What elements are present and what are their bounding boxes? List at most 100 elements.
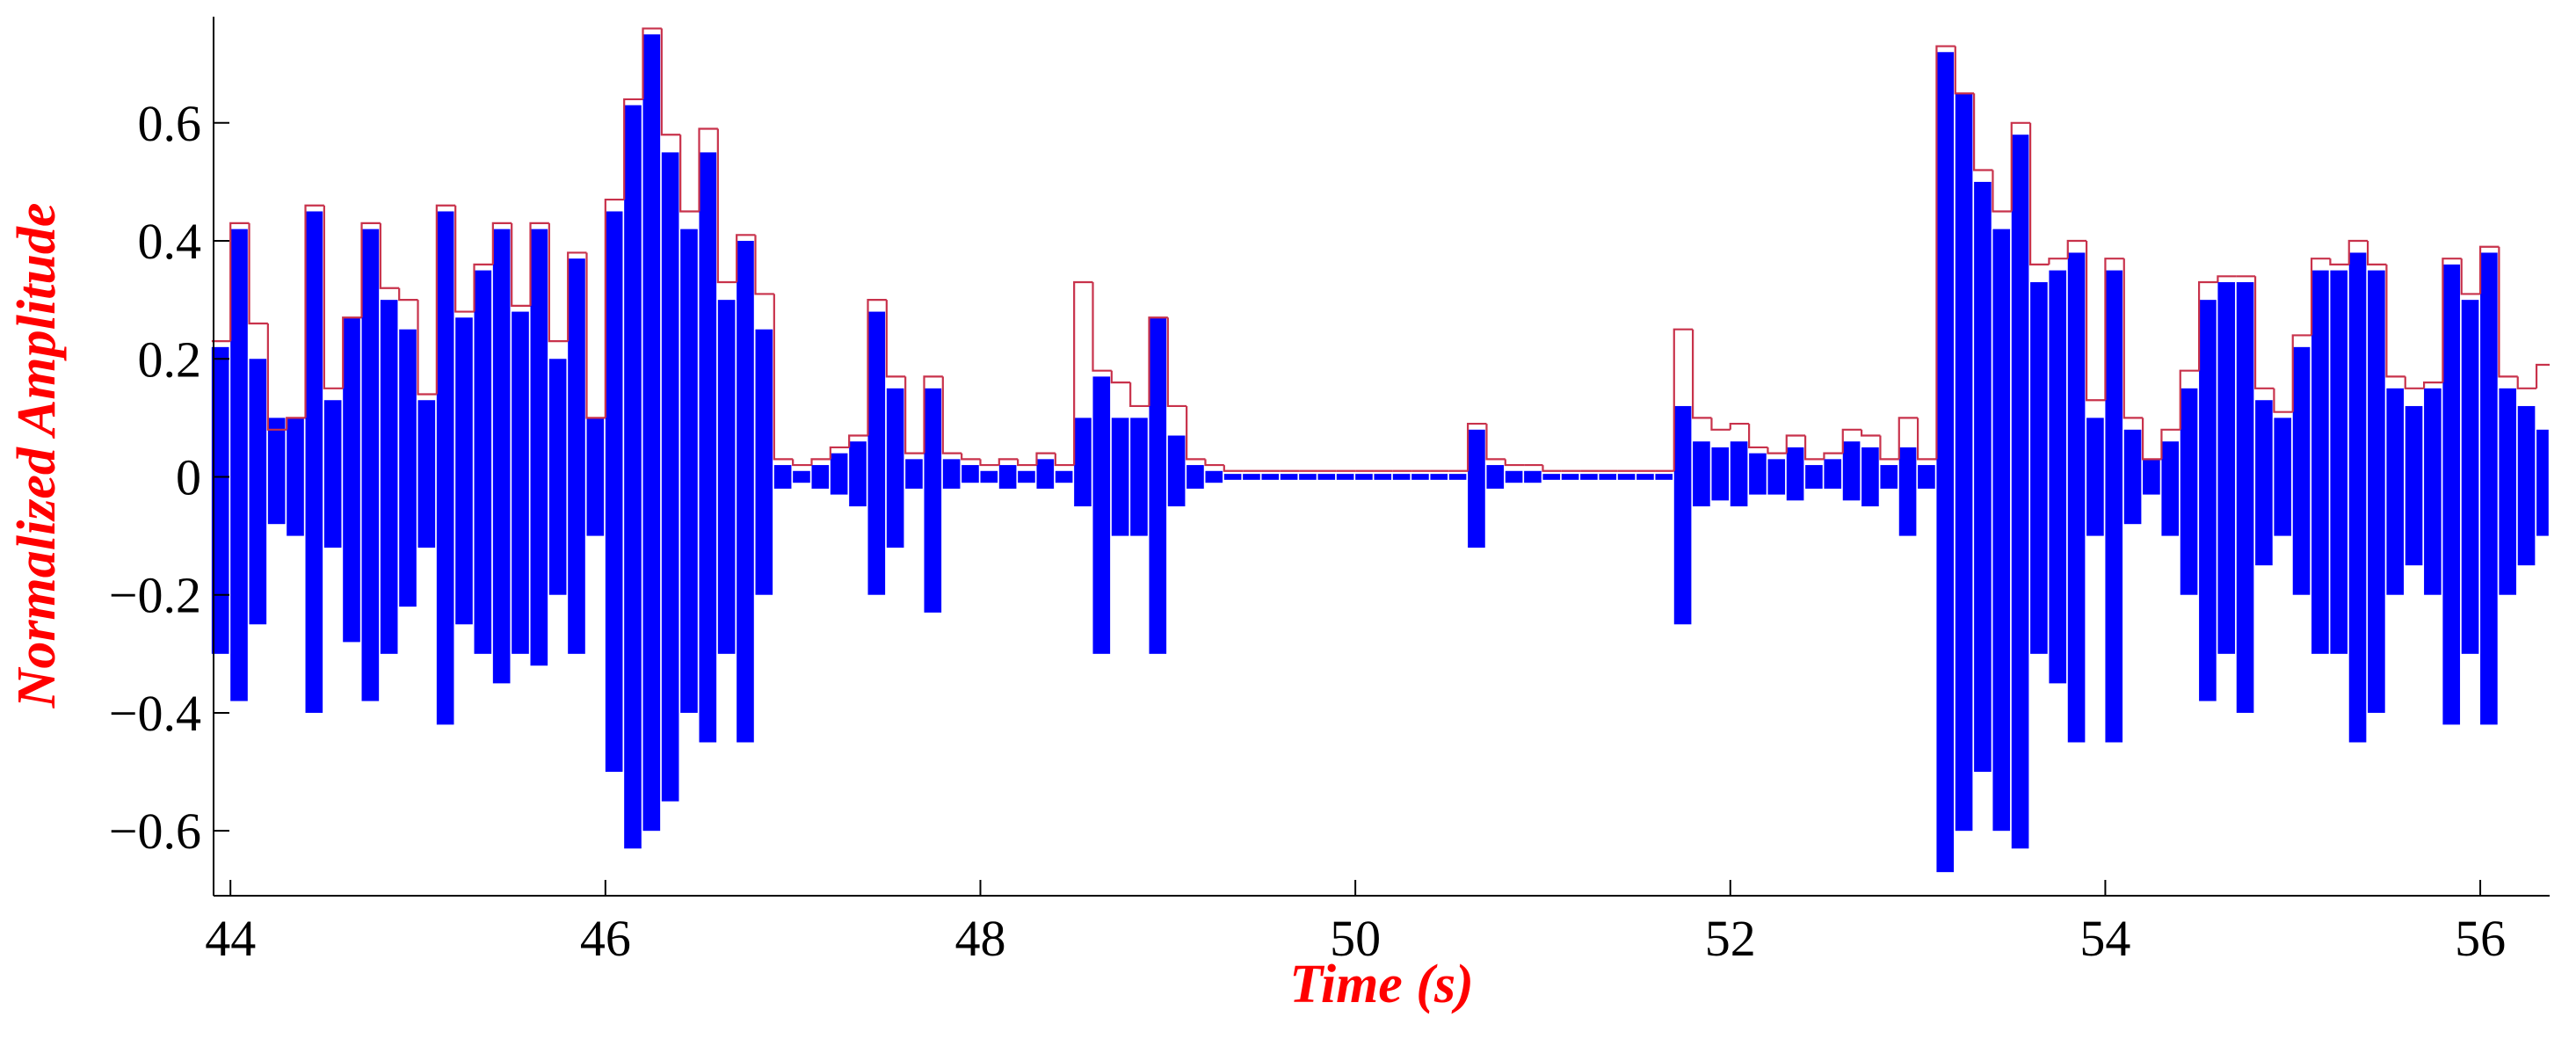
waveform-segment <box>793 470 810 483</box>
waveform-segment <box>2030 282 2048 654</box>
envelope-step <box>2478 245 2500 294</box>
waveform-segment <box>699 152 717 743</box>
envelope-step <box>2010 121 2031 212</box>
waveform-segment <box>1842 441 1861 501</box>
waveform-segment <box>2517 405 2536 566</box>
waveform-segment <box>2086 418 2104 536</box>
envelope-step <box>1692 329 1712 419</box>
waveform-segment <box>737 241 754 743</box>
waveform-segment <box>1974 181 1992 773</box>
waveform-segment <box>2311 270 2329 654</box>
envelope-step <box>941 376 962 454</box>
envelope-step <box>548 222 569 343</box>
envelope-step <box>229 222 250 342</box>
waveform-segment <box>1655 474 1673 480</box>
envelope-step <box>642 27 662 99</box>
envelope-step <box>417 300 437 396</box>
waveform-segment <box>361 229 380 701</box>
waveform-segment <box>661 152 679 802</box>
envelope-step <box>1879 435 1899 461</box>
waveform-segment <box>2143 459 2160 495</box>
waveform-segment <box>1223 474 1242 480</box>
y-axis-label: Normalized Amplitude <box>7 203 67 709</box>
envelope-step <box>473 263 493 312</box>
envelope-step <box>1129 382 1150 408</box>
waveform-segment <box>1936 52 1955 873</box>
y-tick-label: −0.4 <box>109 685 201 742</box>
envelope-step <box>923 375 943 454</box>
waveform-segment <box>942 459 961 489</box>
envelope-step <box>1954 46 1975 95</box>
waveform-segment <box>2049 270 2067 684</box>
envelope-step <box>2347 239 2369 265</box>
waveform-segment <box>230 229 248 701</box>
waveform-segment <box>1955 93 1973 832</box>
envelope-step <box>1767 447 1787 454</box>
envelope-step <box>2385 264 2405 378</box>
waveform-segment <box>1542 474 1561 480</box>
y-tick-label: −0.2 <box>109 567 201 624</box>
envelope-step <box>1186 405 1206 461</box>
waveform-segment <box>1243 474 1260 480</box>
waveform-segment <box>1693 441 1710 507</box>
waveform-segment <box>455 317 473 625</box>
x-tick-label: 46 <box>580 910 631 967</box>
waveform-segment <box>1336 474 1354 480</box>
envelope-step <box>904 376 925 454</box>
waveform-segment <box>1374 474 1392 480</box>
waveform-segment <box>512 311 529 654</box>
waveform-segment <box>2368 270 2385 713</box>
envelope-step <box>1017 459 1037 467</box>
waveform-segment <box>1149 317 1167 654</box>
envelope-step <box>1204 459 1224 467</box>
waveform-segment <box>2161 441 2180 536</box>
envelope-step <box>792 459 812 467</box>
waveform-segment <box>1599 474 1617 480</box>
x-tick-label: 54 <box>2079 910 2130 967</box>
waveform-segment <box>1636 474 1654 480</box>
waveform-segment <box>568 258 585 654</box>
waveform-segment <box>323 400 342 549</box>
waveform-segment <box>1898 447 1917 536</box>
waveform-segment <box>624 105 642 849</box>
waveform-segment <box>1711 447 1730 501</box>
waveform-segment <box>849 441 867 507</box>
envelope-step <box>2029 122 2050 265</box>
waveform-segment <box>961 465 979 483</box>
envelope-step <box>1485 424 1506 461</box>
waveform-segment <box>1786 447 1804 501</box>
envelope-step <box>698 127 718 212</box>
waveform-segment <box>2105 270 2123 743</box>
envelope-step <box>961 453 981 461</box>
envelope-step <box>1092 282 1112 372</box>
x-tick-label: 50 <box>1330 910 1381 967</box>
waveform-segment <box>680 229 698 713</box>
waveform-segment <box>1880 465 1898 489</box>
envelope-step <box>1504 459 1525 467</box>
envelope-step <box>679 134 700 213</box>
waveform-segment <box>717 300 736 654</box>
y-tick-label: 0.2 <box>138 331 202 388</box>
waveform-segment <box>1355 474 1373 480</box>
waveform-segment <box>2442 264 2461 725</box>
envelope-step <box>2197 280 2218 371</box>
waveform-segment <box>2386 388 2405 595</box>
waveform-segment <box>1730 441 1748 507</box>
waveform-segment <box>2180 388 2198 595</box>
waveform-segment <box>2236 282 2254 713</box>
envelope-step <box>2329 258 2349 265</box>
waveform-segment <box>1824 459 1842 489</box>
envelope-step <box>2291 334 2312 412</box>
envelope-step <box>1035 452 1056 466</box>
envelope-step <box>1673 328 1694 471</box>
waveform-segment <box>886 388 904 549</box>
envelope-step <box>716 128 737 284</box>
waveform-segment <box>811 465 830 489</box>
waveform-segment <box>905 459 923 489</box>
envelope-step <box>1992 170 2012 213</box>
waveform-segment <box>399 329 417 607</box>
x-tick-label: 52 <box>1705 910 1756 967</box>
envelope-step <box>2460 258 2481 295</box>
envelope-step <box>623 98 643 200</box>
envelope-step <box>1861 429 1881 437</box>
